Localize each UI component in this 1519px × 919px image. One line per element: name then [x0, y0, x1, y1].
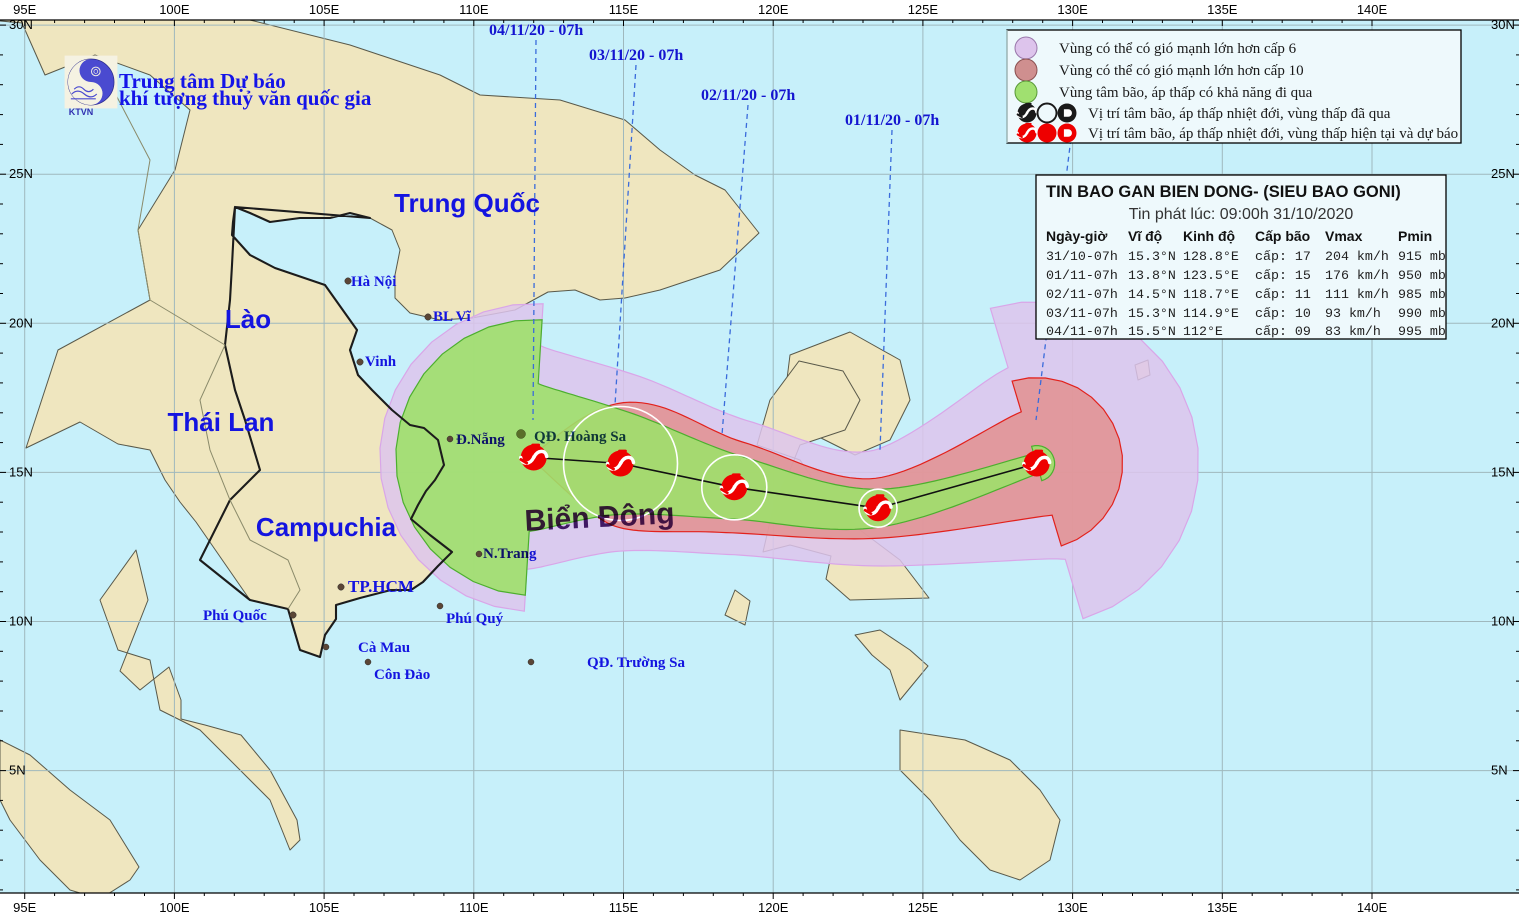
svg-text:990 mb: 990 mb — [1398, 306, 1446, 321]
svg-text:QĐ. Hoàng Sa: QĐ. Hoàng Sa — [534, 429, 627, 445]
svg-text:Campuchia: Campuchia — [256, 512, 397, 542]
svg-text:120E: 120E — [758, 2, 789, 17]
svg-text:Trung Quốc: Trung Quốc — [394, 188, 540, 218]
svg-text:Tin phát lúc: 09:00h 31/10/202: Tin phát lúc: 09:00h 31/10/2020 — [1129, 206, 1354, 223]
svg-text:BL Vĩ: BL Vĩ — [433, 309, 471, 325]
svg-text:Vùng có thể có gió mạnh lớn hơ: Vùng có thể có gió mạnh lớn hơn cấp 10 — [1059, 63, 1304, 79]
svg-text:111 km/h: 111 km/h — [1325, 287, 1389, 302]
svg-text:31/10-07h: 31/10-07h — [1046, 249, 1118, 264]
svg-text:Cà Mau: Cà Mau — [358, 640, 410, 656]
svg-text:985 mb: 985 mb — [1398, 287, 1446, 302]
svg-text:10N: 10N — [9, 614, 33, 629]
svg-text:03/11-07h: 03/11-07h — [1046, 306, 1118, 321]
svg-text:176 km/h: 176 km/h — [1325, 268, 1389, 283]
svg-text:30N: 30N — [9, 17, 33, 32]
svg-text:95E: 95E — [13, 2, 36, 17]
svg-text:cấp: 11: cấp: 11 — [1255, 287, 1311, 302]
svg-text:Phú Quý: Phú Quý — [446, 611, 504, 627]
svg-text:10N: 10N — [1491, 614, 1515, 629]
svg-text:5N: 5N — [9, 763, 26, 778]
svg-text:Hà Nội: Hà Nội — [351, 274, 396, 290]
svg-text:15.3°N: 15.3°N — [1128, 306, 1176, 321]
svg-text:Ngày-giờ: Ngày-giờ — [1046, 228, 1107, 244]
svg-text:Vị trí tâm bão, áp thấp nhiệt: Vị trí tâm bão, áp thấp nhiệt đới, vùng … — [1088, 106, 1391, 122]
svg-text:100E: 100E — [159, 2, 190, 17]
svg-text:100E: 100E — [159, 900, 190, 915]
svg-text:02/11-07h: 02/11-07h — [1046, 287, 1118, 302]
svg-text:cấp: 17: cấp: 17 — [1255, 249, 1311, 264]
svg-text:135E: 135E — [1207, 900, 1238, 915]
svg-text:Pmin: Pmin — [1398, 228, 1432, 244]
svg-text:20N: 20N — [9, 315, 33, 330]
svg-text:Côn Đảo: Côn Đảo — [374, 667, 430, 683]
svg-text:110E: 110E — [459, 900, 489, 915]
svg-text:125E: 125E — [908, 2, 939, 17]
svg-text:02/11/20 - 07h: 02/11/20 - 07h — [701, 87, 795, 104]
svg-text:cấp: 09: cấp: 09 — [1255, 324, 1311, 339]
svg-text:115E: 115E — [609, 2, 639, 17]
svg-text:83 km/h: 83 km/h — [1325, 324, 1381, 339]
svg-text:25N: 25N — [1491, 166, 1515, 181]
svg-text:95E: 95E — [13, 900, 36, 915]
svg-text:128.8°E: 128.8°E — [1183, 249, 1239, 264]
svg-text:135E: 135E — [1207, 2, 1238, 17]
svg-text:5N: 5N — [1491, 763, 1508, 778]
svg-text:Vĩ độ: Vĩ độ — [1128, 228, 1162, 244]
svg-text:Thái Lan: Thái Lan — [168, 407, 275, 437]
svg-text:01/11/20 - 07h: 01/11/20 - 07h — [845, 112, 939, 129]
svg-text:cấp: 10: cấp: 10 — [1255, 306, 1311, 321]
svg-text:105E: 105E — [309, 900, 340, 915]
svg-text:N.Trang: N.Trang — [483, 546, 537, 562]
svg-text:Vùng tâm bão, áp thấp có khả n: Vùng tâm bão, áp thấp có khả năng đi qua — [1059, 85, 1313, 101]
svg-text:30N: 30N — [1491, 17, 1515, 32]
svg-text:14.5°N: 14.5°N — [1128, 287, 1176, 302]
svg-text:Vmax: Vmax — [1325, 228, 1363, 244]
svg-text:105E: 105E — [309, 2, 340, 17]
svg-text:15N: 15N — [1491, 464, 1515, 479]
svg-text:204 km/h: 204 km/h — [1325, 249, 1389, 264]
svg-text:20N: 20N — [1491, 315, 1515, 330]
svg-text:25N: 25N — [9, 166, 33, 181]
svg-text:Lào: Lào — [225, 304, 271, 334]
svg-text:15N: 15N — [9, 464, 33, 479]
svg-text:115E: 115E — [609, 900, 639, 915]
svg-text:Cấp bão: Cấp bão — [1255, 228, 1310, 244]
svg-text:125E: 125E — [908, 900, 939, 915]
svg-text:QĐ. Trường Sa: QĐ. Trường Sa — [587, 655, 686, 671]
svg-text:950 mb: 950 mb — [1398, 268, 1446, 283]
svg-text:130E: 130E — [1057, 900, 1088, 915]
svg-text:TIN BAO GAN BIEN DONG- (SIEU B: TIN BAO GAN BIEN DONG- (SIEU BAO GONI) — [1046, 183, 1401, 201]
svg-text:03/11/20 - 07h: 03/11/20 - 07h — [589, 47, 683, 64]
svg-text:15.5°N: 15.5°N — [1128, 324, 1176, 339]
svg-text:112°E: 112°E — [1183, 324, 1223, 339]
svg-text:cấp: 15: cấp: 15 — [1255, 268, 1311, 283]
svg-text:15.3°N: 15.3°N — [1128, 249, 1176, 264]
svg-text:01/11-07h: 01/11-07h — [1046, 268, 1118, 283]
svg-text:Vinh: Vinh — [365, 354, 397, 370]
svg-text:TP.HCM: TP.HCM — [348, 577, 414, 596]
svg-text:Đ.Nẵng: Đ.Nẵng — [456, 432, 505, 448]
svg-text:140E: 140E — [1357, 900, 1388, 915]
svg-text:120E: 120E — [758, 900, 789, 915]
svg-text:915 mb: 915 mb — [1398, 249, 1446, 264]
svg-text:Vùng có thể có gió mạnh lớn hơ: Vùng có thể có gió mạnh lớn hơn cấp 6 — [1059, 41, 1297, 57]
svg-text:khí tượng thuỷ văn quốc gia: khí tượng thuỷ văn quốc gia — [119, 86, 372, 110]
svg-text:995 mb: 995 mb — [1398, 324, 1446, 339]
svg-text:04/11/20 - 07h: 04/11/20 - 07h — [489, 22, 583, 39]
svg-text:13.8°N: 13.8°N — [1128, 268, 1176, 283]
svg-text:118.7°E: 118.7°E — [1183, 287, 1239, 302]
svg-text:140E: 140E — [1357, 2, 1388, 17]
svg-text:Kinh độ: Kinh độ — [1183, 228, 1235, 244]
svg-text:130E: 130E — [1057, 2, 1088, 17]
svg-text:93 km/h: 93 km/h — [1325, 306, 1381, 321]
svg-text:Vị trí tâm bão, áp thấp nhiệt: Vị trí tâm bão, áp thấp nhiệt đới, vùng … — [1088, 126, 1458, 142]
svg-text:Phú Quốc: Phú Quốc — [203, 608, 267, 624]
svg-text:04/11-07h: 04/11-07h — [1046, 324, 1118, 339]
svg-text:123.5°E: 123.5°E — [1183, 268, 1239, 283]
svg-text:110E: 110E — [459, 2, 489, 17]
svg-text:KTVN: KTVN — [69, 107, 94, 117]
svg-text:114.9°E: 114.9°E — [1183, 306, 1239, 321]
